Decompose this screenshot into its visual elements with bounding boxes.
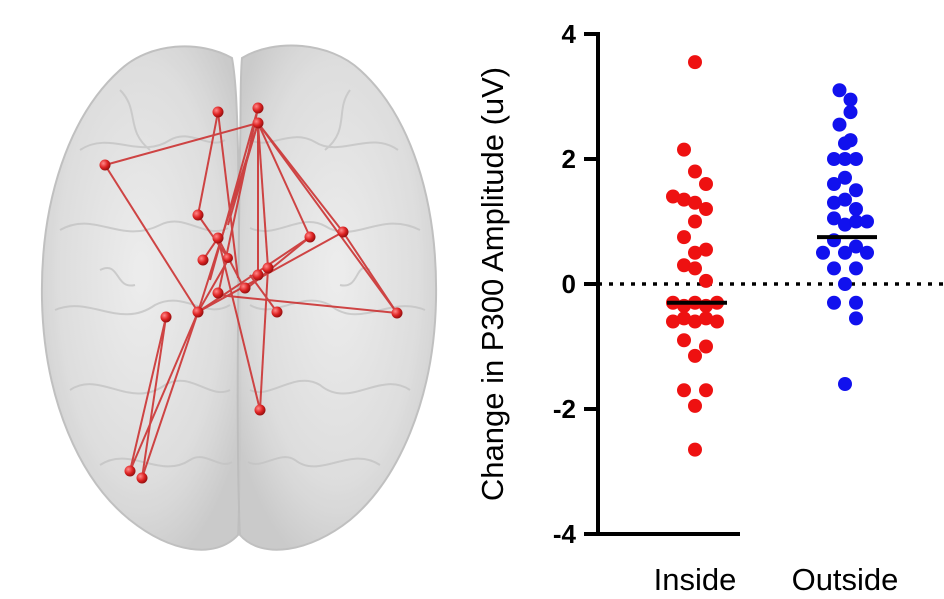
inside-data-point bbox=[688, 314, 702, 329]
y-tick-label: -4 bbox=[553, 519, 577, 549]
outside-data-point bbox=[838, 152, 852, 166]
outside-data-point bbox=[827, 211, 841, 226]
outside-data-point bbox=[827, 195, 841, 210]
inside-data-point bbox=[666, 189, 680, 204]
outside-data-point bbox=[849, 311, 863, 326]
outside-data-point bbox=[827, 152, 841, 166]
outside-data-point bbox=[832, 117, 847, 132]
outside-data-point bbox=[838, 217, 852, 232]
inside-data-point bbox=[699, 311, 713, 326]
outside-data-point bbox=[838, 245, 852, 260]
inside-data-point bbox=[666, 314, 680, 329]
outside-data-point bbox=[827, 177, 841, 191]
connectivity-edges bbox=[104, 107, 398, 479]
outside-data-point bbox=[849, 295, 863, 310]
outside-data-point bbox=[838, 136, 852, 151]
inside-data-point bbox=[688, 245, 702, 260]
inside-data-point bbox=[699, 339, 713, 354]
x-category-labels: Inside Outside bbox=[654, 562, 899, 597]
axes: 4 2 0 -2 -4 Inside Outside Change in P300 Amp… bbox=[475, 19, 944, 597]
inside-data-point bbox=[710, 314, 724, 329]
right-hemisphere bbox=[236, 44, 438, 551]
outside-data-point bbox=[849, 202, 863, 216]
outside-data-point bbox=[838, 277, 852, 291]
inside-data-point bbox=[677, 258, 691, 273]
y-tick-label: 4 bbox=[562, 19, 577, 49]
inside-data-point bbox=[699, 273, 713, 288]
inside-data-point bbox=[699, 202, 713, 216]
outside-data-point bbox=[838, 192, 852, 207]
inside-data-point bbox=[677, 311, 691, 326]
inside-data-point bbox=[688, 164, 702, 179]
outside-data-point bbox=[849, 261, 863, 276]
outside-data-point bbox=[860, 214, 874, 229]
outside-data-point bbox=[849, 214, 863, 229]
outside-data-point bbox=[849, 239, 863, 254]
outside-data-point bbox=[827, 261, 841, 276]
y-ticks: 4 2 0 -2 -4 bbox=[553, 19, 598, 549]
y-tick-label: -2 bbox=[553, 394, 576, 424]
inside-data-point bbox=[699, 177, 713, 191]
inside-data-point bbox=[688, 55, 702, 70]
brain-connectivity-panel bbox=[40, 44, 438, 551]
inside-data-point bbox=[677, 192, 691, 207]
outside-data-point bbox=[838, 170, 852, 185]
connectivity-nodes bbox=[99, 102, 403, 484]
mean-lines bbox=[667, 235, 877, 305]
y-tick-label: 0 bbox=[562, 269, 576, 299]
inside-data-point bbox=[677, 333, 691, 348]
x-category-label: Inside bbox=[654, 562, 737, 597]
inside-data-point bbox=[688, 261, 702, 276]
outside-data-point bbox=[843, 105, 858, 120]
inside-data-point bbox=[677, 383, 691, 398]
inside-data-point bbox=[688, 214, 702, 229]
inside-data-point bbox=[688, 195, 702, 210]
data-points bbox=[666, 55, 874, 457]
outside-data-point bbox=[816, 245, 830, 260]
inside-data-point bbox=[677, 230, 691, 245]
x-category-label: Outside bbox=[792, 562, 899, 597]
outside-data-point bbox=[832, 83, 847, 98]
outside-data-point bbox=[849, 183, 863, 198]
inside-data-point bbox=[688, 442, 702, 457]
inside-data-point bbox=[699, 383, 713, 398]
inside-data-point bbox=[688, 398, 702, 413]
outside-data-point bbox=[849, 152, 863, 166]
inside-data-point bbox=[677, 142, 691, 157]
inside-data-point bbox=[688, 348, 702, 363]
y-axis-title: Change in P300 Amplitude (uV) bbox=[475, 67, 510, 501]
outside-data-point bbox=[827, 295, 841, 310]
outside-data-point bbox=[843, 92, 858, 107]
inside-data-point bbox=[699, 242, 713, 257]
y-tick-label: 2 bbox=[562, 144, 576, 174]
outside-data-point bbox=[838, 377, 852, 391]
outside-data-point bbox=[860, 245, 874, 260]
